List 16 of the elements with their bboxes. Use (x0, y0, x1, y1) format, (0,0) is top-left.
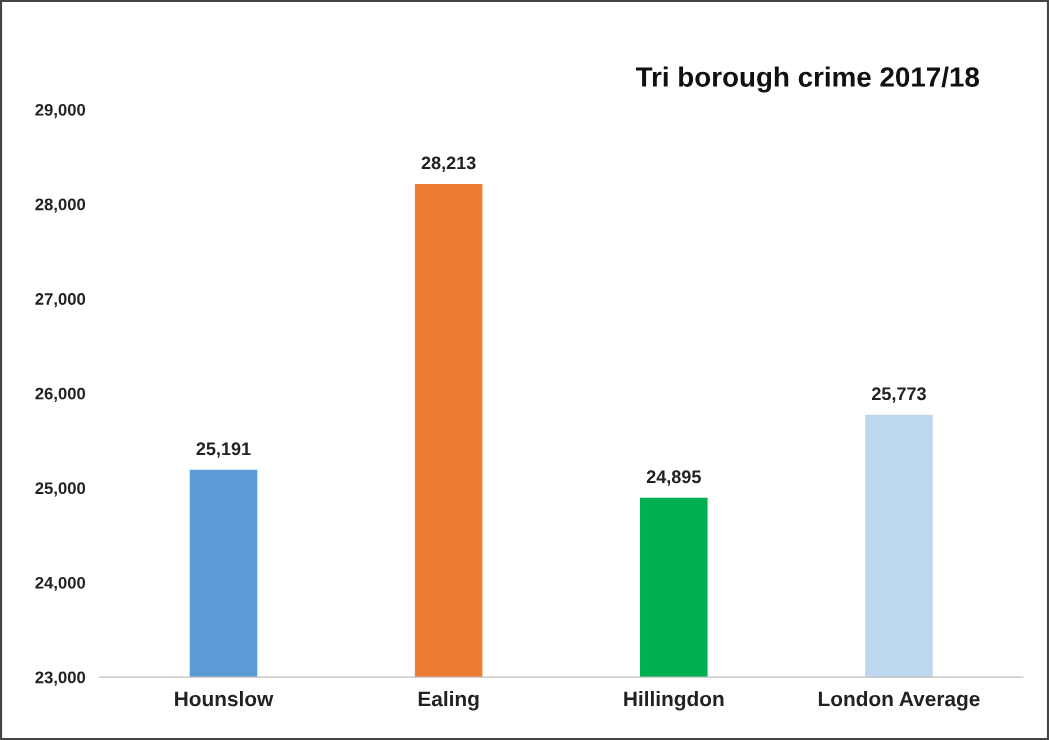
y-tick-label: 27,000 (35, 293, 86, 308)
y-tick-label: 28,000 (35, 198, 86, 213)
data-label: 24,895 (646, 470, 701, 486)
x-tick-label: London Average (818, 690, 980, 711)
y-tick-label: 23,000 (35, 671, 86, 686)
data-label: 25,773 (871, 387, 926, 403)
x-tick-label: Hillingdon (624, 690, 724, 711)
chart-title: Tri borough crime 2017/18 (635, 66, 980, 93)
y-tick-label: 25,000 (35, 482, 86, 497)
y-tick-label: 24,000 (35, 576, 86, 592)
x-tick-label: Ealing (418, 690, 479, 711)
data-label: 28,213 (421, 156, 476, 172)
data-label: 25,191 (196, 442, 251, 458)
y-tick-label: 29,000 (35, 103, 86, 119)
x-tick-label: Hounslow (175, 690, 274, 707)
y-tick-label: 26,000 (35, 387, 86, 402)
